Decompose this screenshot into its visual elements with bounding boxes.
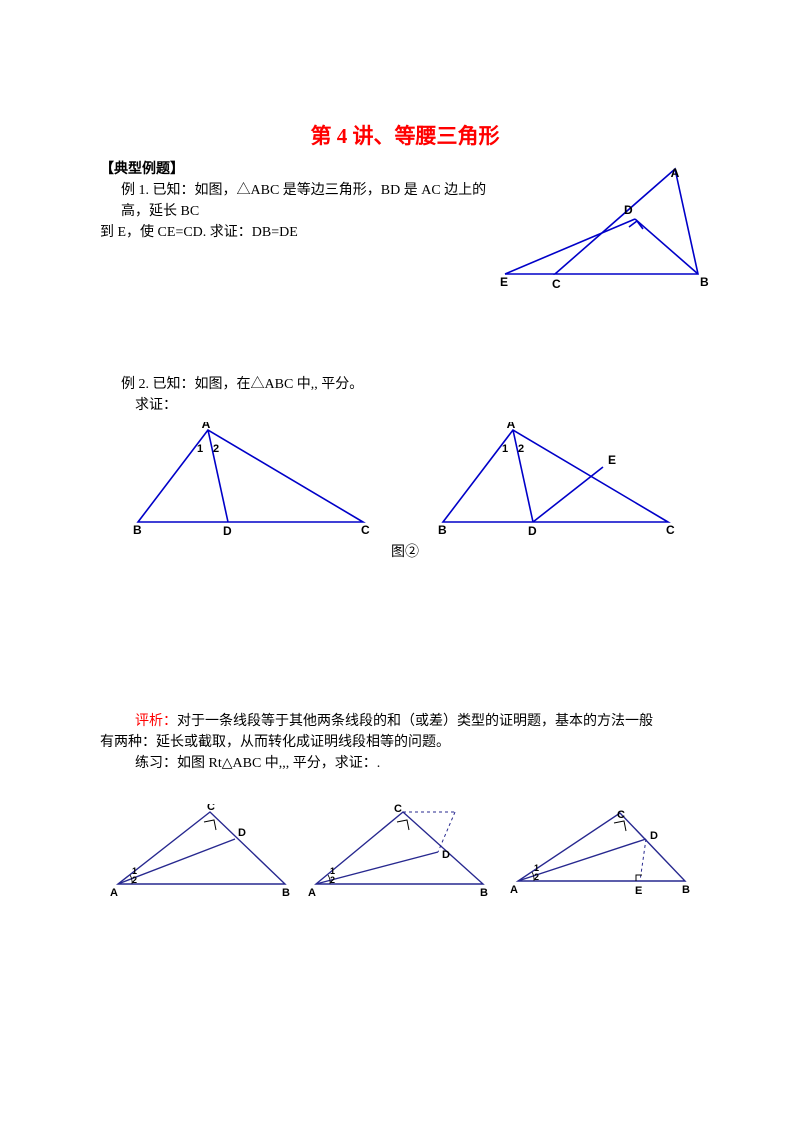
svg-text:C: C xyxy=(666,523,675,537)
svg-text:C: C xyxy=(361,523,370,537)
pingxi-label: 评析： xyxy=(135,714,177,729)
svg-text:B: B xyxy=(682,884,690,896)
ex2-line2: 求证： xyxy=(135,395,710,416)
svg-text:A: A xyxy=(308,887,316,899)
fig-ex1-svg: A B C D E xyxy=(500,164,710,294)
svg-text:1: 1 xyxy=(502,443,508,455)
svg-text:B: B xyxy=(700,275,709,289)
svg-text:B: B xyxy=(133,523,142,537)
svg-text:2: 2 xyxy=(132,875,137,885)
svg-text:B: B xyxy=(480,887,488,899)
fig-bot3: A B C D E 1 2 xyxy=(510,809,700,899)
example-1-text: 例 1. 已知：如图，△ABC 是等边三角形，BD 是 AC 边上的高，延长 B… xyxy=(100,180,500,243)
fig-tri1: A B C D 1 2 xyxy=(133,422,373,537)
svg-text:2: 2 xyxy=(213,443,219,455)
svg-text:B: B xyxy=(282,887,290,899)
svg-text:B: B xyxy=(438,523,447,537)
ex2-line1: 例 2. 已知：如图，在△ABC 中,, 平分。 xyxy=(121,374,710,395)
example-1-row: 例 1. 已知：如图，△ABC 是等边三角形，BD 是 AC 边上的高，延长 B… xyxy=(100,180,710,294)
pingxi-block: 评析：对于一条线段等于其他两条线段的和（或差）类型的证明题，基本的方法一般 xyxy=(135,711,710,732)
page-title: 第 4 讲、等腰三角形 xyxy=(100,120,710,150)
example-1-figure: A B C D E xyxy=(500,164,710,294)
svg-text:C: C xyxy=(207,804,215,813)
fig-tri2: A B C D E 1 2 xyxy=(438,422,678,537)
svg-text:A: A xyxy=(201,422,210,431)
svg-text:2: 2 xyxy=(330,875,335,885)
svg-text:D: D xyxy=(528,524,537,537)
fig-bot1: A B C D 1 2 xyxy=(110,804,295,899)
svg-text:C: C xyxy=(394,804,402,815)
svg-text:D: D xyxy=(238,827,246,839)
lianxi: 练习：如图 Rt△ABC 中,,, 平分，求证：. xyxy=(135,753,710,774)
svg-text:C: C xyxy=(617,809,625,821)
svg-text:A: A xyxy=(110,887,118,899)
svg-text:D: D xyxy=(624,203,633,217)
ex1-line1: 例 1. 已知：如图，△ABC 是等边三角形，BD 是 AC 边上的高，延长 B… xyxy=(121,180,500,222)
svg-text:D: D xyxy=(442,849,450,861)
fig-bot2: A B C D 1 2 xyxy=(308,804,498,899)
svg-text:1: 1 xyxy=(197,443,203,455)
svg-text:E: E xyxy=(500,275,508,289)
ex1-line2: 到 E，使 CE=CD. 求证：DB=DE xyxy=(100,222,500,243)
fig2-caption: 图② xyxy=(100,541,710,561)
page: 第 4 讲、等腰三角形 【典型例题】 例 1. 已知：如图，△ABC 是等边三角… xyxy=(0,0,800,939)
svg-text:D: D xyxy=(223,524,232,537)
svg-text:D: D xyxy=(650,830,658,842)
svg-text:A: A xyxy=(671,166,680,180)
svg-text:A: A xyxy=(506,422,515,431)
svg-text:E: E xyxy=(608,453,616,467)
pingxi-text2: 有两种：延长或截取，从而转化成证明线段相等的问题。 xyxy=(100,732,710,753)
svg-text:2: 2 xyxy=(534,872,539,882)
svg-text:E: E xyxy=(635,885,642,897)
pingxi-text: 对于一条线段等于其他两条线段的和（或差）类型的证明题，基本的方法一般 xyxy=(177,714,653,729)
svg-text:A: A xyxy=(510,884,518,896)
svg-text:2: 2 xyxy=(518,443,524,455)
example-2-figures: A B C D 1 2 A B C D E 1 2 xyxy=(100,422,710,537)
bottom-figures: A B C D 1 2 A B xyxy=(100,804,710,899)
svg-text:C: C xyxy=(552,277,561,291)
